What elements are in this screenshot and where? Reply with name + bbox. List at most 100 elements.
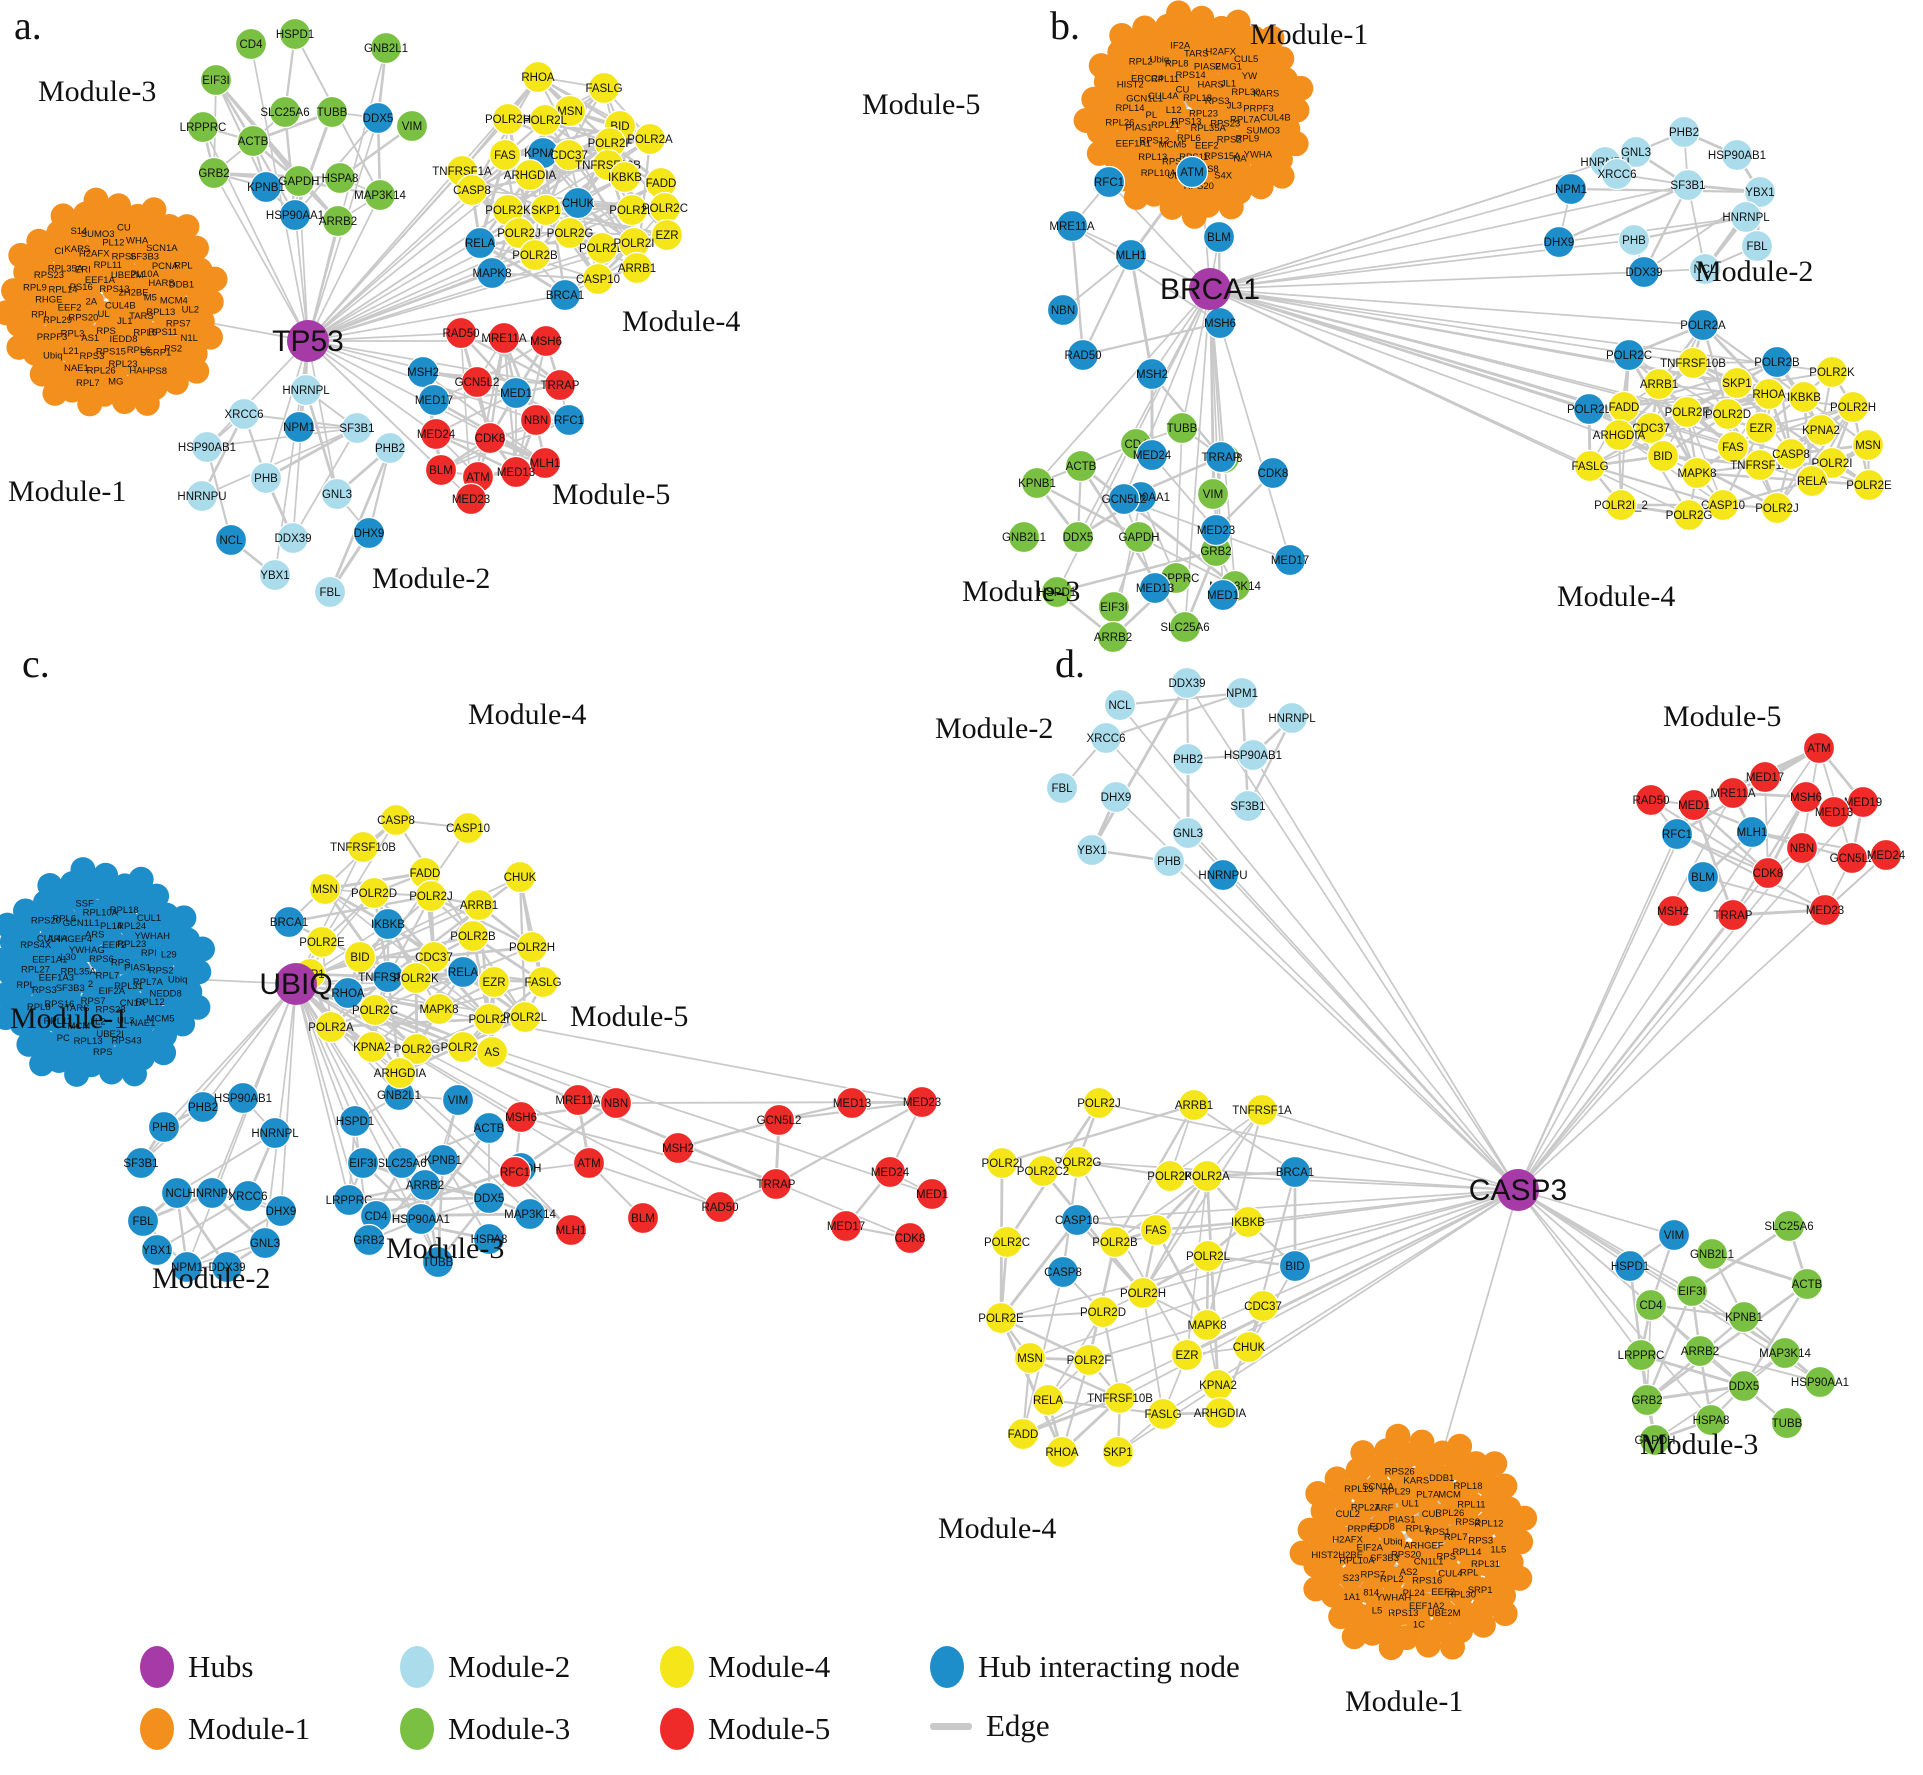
network-node[interactable]: CASP10 [446,811,490,845]
network-node[interactable]: EZR [650,218,684,252]
network-node[interactable]: POLR2H [1120,1276,1166,1310]
network-node[interactable]: GRB2 [352,1223,386,1257]
network-node[interactable]: POLR2D [1080,1295,1126,1329]
network-node[interactable]: MSN [1851,428,1885,462]
network-node[interactable]: POLR2I [469,1002,510,1036]
network-node[interactable]: NBN [1785,831,1819,865]
network-node[interactable]: CDC37 [415,940,453,974]
network-node[interactable]: POLR2G [1666,498,1713,532]
network-node[interactable]: MED13 [833,1086,871,1120]
network-node[interactable]: POLR2E [978,1301,1024,1335]
network-node[interactable] [51,905,77,931]
network-node[interactable] [1508,1529,1534,1555]
network-node[interactable]: SKP1 [529,193,563,227]
network-node[interactable]: ACTB [472,1111,506,1145]
network-node[interactable]: IKBKB [1787,380,1821,414]
network-node[interactable]: DHX9 [264,1194,298,1228]
network-node[interactable]: YBX1 [140,1233,174,1267]
network-node[interactable]: HSP90AA1 [392,1202,450,1236]
hub-node[interactable]: BRCA1 [1160,268,1260,310]
network-node[interactable] [186,959,212,985]
network-node[interactable]: NCL [1688,252,1722,286]
network-node[interactable]: NCL [214,523,248,557]
network-node[interactable]: ARRB1 [1640,367,1678,401]
network-node[interactable]: POLR2A [627,122,673,156]
network-node[interactable]: FASLG [585,71,623,105]
network-node[interactable]: MED17 [1746,760,1784,794]
network-node[interactable]: HSP90AB1 [1708,138,1766,172]
network-node[interactable]: MLH1 [528,446,562,480]
network-node[interactable] [0,912,20,938]
network-node[interactable]: SF3B1 [1670,168,1706,202]
network-node[interactable]: ARHGDIA [1194,1396,1247,1430]
network-node[interactable] [1350,1440,1376,1466]
network-node[interactable]: VIM [395,109,429,143]
network-node[interactable]: MLH1 [1114,238,1148,272]
network-node[interactable]: POLR2G [1055,1145,1102,1179]
network-node[interactable]: MED19 [1844,785,1882,819]
network-node[interactable] [0,982,18,1008]
network-node[interactable] [1289,1540,1315,1566]
network-node[interactable]: IKBKB [1231,1205,1265,1239]
network-node[interactable]: POLR2E [609,193,655,227]
network-node[interactable]: POLR2I [614,226,655,260]
network-node[interactable]: POLR2L [1567,392,1612,426]
network-node[interactable]: BLM [1686,860,1720,894]
network-node[interactable]: KPNB1 [247,170,285,204]
network-node[interactable]: SKP1 [1720,366,1754,400]
network-node[interactable]: DDX5 [1061,520,1095,554]
network-node[interactable]: BID [1646,439,1680,473]
network-node[interactable]: CDC37 [1632,411,1670,445]
network-node[interactable]: NCL [1103,688,1137,722]
network-node[interactable] [1346,1475,1372,1501]
network-node[interactable]: ARRB2 [1094,620,1132,654]
network-node[interactable]: HNRNPL [1268,701,1316,735]
network-node[interactable]: MRE11A [555,1083,601,1117]
network-node[interactable]: FASLG [1144,1397,1182,1431]
network-node[interactable]: ARRB2 [319,204,357,238]
network-node[interactable] [1474,1470,1500,1496]
network-node[interactable]: MED1 [1677,788,1711,822]
network-node[interactable]: MAPK8 [1188,1308,1227,1342]
network-node[interactable]: PHB [249,461,283,495]
network-node[interactable]: RFC1 [1092,165,1126,199]
network-node[interactable]: SLC25A6 [377,1146,427,1180]
network-node[interactable]: POLR2A [1680,308,1726,342]
network-node[interactable]: MAPK8 [1678,456,1717,490]
network-node[interactable]: POLR2J [1077,1086,1121,1120]
network-node[interactable]: ACTB [1790,1267,1824,1301]
network-node[interactable]: HSPD1 [276,17,314,51]
network-node[interactable] [99,1059,125,1085]
network-node[interactable] [128,866,154,892]
network-node[interactable]: BLM [424,453,458,487]
network-node[interactable]: ARRB1 [460,888,498,922]
network-node[interactable]: DDX39 [208,1250,246,1284]
network-node[interactable] [1225,9,1251,35]
network-node[interactable]: POLR2H [509,930,555,964]
network-node[interactable] [151,1040,177,1066]
network-node[interactable]: TNFRSF10B [1087,1381,1153,1415]
network-node[interactable]: MED24 [1133,438,1172,472]
network-node[interactable]: TRRAP [1714,898,1753,932]
network-node[interactable]: NBN [599,1086,633,1120]
network-node[interactable]: CD4 [234,27,268,61]
network-node[interactable] [1378,1635,1404,1661]
network-node[interactable]: XRCC6 [225,397,264,431]
network-node[interactable]: MED24 [871,1155,910,1189]
network-node[interactable]: POLR2K [1809,355,1855,389]
network-node[interactable] [8,242,34,268]
network-node[interactable] [1088,53,1114,79]
network-node[interactable]: NPM1 [170,1250,204,1284]
network-node[interactable]: MED1 [499,376,533,410]
network-node[interactable]: TRRAP [1202,440,1241,474]
network-node[interactable]: MRE11A [481,321,527,355]
network-node[interactable]: HSP90AB1 [1224,738,1282,772]
network-node[interactable]: HSP90AB1 [214,1081,272,1115]
network-node[interactable]: TUBB [1770,1406,1804,1440]
network-node[interactable]: POLR2K [393,961,439,995]
network-node[interactable]: CDC37 [1244,1289,1282,1323]
network-node[interactable] [141,197,167,223]
network-node[interactable]: POLR2C [1606,338,1652,372]
network-node[interactable]: POLR2K [485,193,531,227]
network-node[interactable]: MAPK8 [420,992,459,1026]
